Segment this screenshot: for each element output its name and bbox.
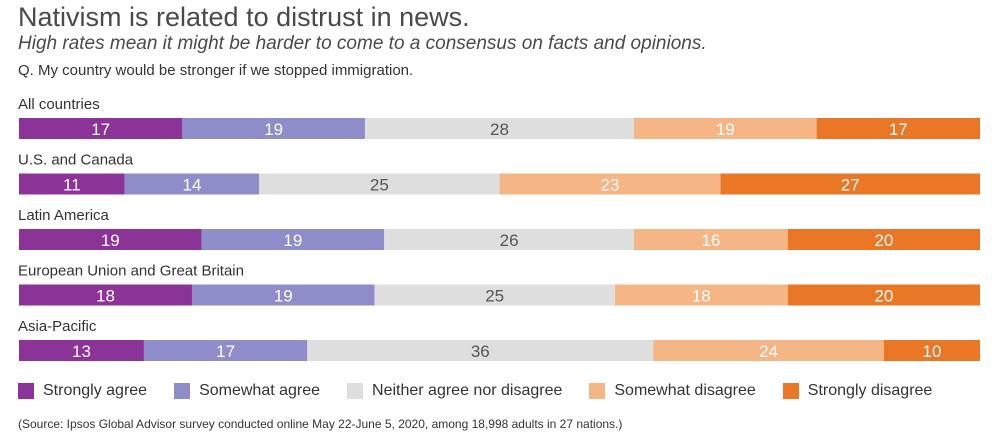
row-label-asia-pacific: Asia-Pacific bbox=[18, 318, 97, 335]
value-label: 13 bbox=[72, 342, 91, 361]
value-label: 28 bbox=[490, 120, 509, 139]
legend-item-strongly-agree: Strongly agree bbox=[18, 382, 147, 400]
bar-european-union-and-great-britain-somewhat-agree bbox=[191, 284, 375, 306]
source-note: (Source: Ipsos Global Advisor survey con… bbox=[18, 417, 623, 431]
legend-swatch bbox=[18, 383, 34, 399]
bar-u-s-and-canada-strongly-agree bbox=[19, 173, 125, 195]
bar-latin-america-strongly-disagree bbox=[787, 229, 980, 250]
bar-u-s-and-canada-strongly-disagree bbox=[720, 173, 980, 195]
value-label: 20 bbox=[874, 287, 893, 306]
value-label: 18 bbox=[96, 287, 115, 306]
value-label: 24 bbox=[759, 342, 778, 361]
chart-title: Nativism is related to distrust in news. bbox=[18, 2, 470, 32]
legend-label: Strongly disagree bbox=[807, 382, 933, 399]
legend-swatch bbox=[174, 383, 191, 399]
legend-swatch bbox=[347, 383, 364, 399]
bar-asia-pacific-somewhat-agree bbox=[143, 340, 308, 361]
survey-question: Q. My country would be stronger if we st… bbox=[18, 62, 414, 79]
value-label: 19 bbox=[264, 120, 283, 139]
chart-subtitle: High rates mean it might be harder to co… bbox=[18, 33, 707, 54]
legend-swatch bbox=[589, 383, 606, 399]
row-label-latin-america: Latin America bbox=[18, 207, 110, 224]
bar-european-union-and-great-britain-strongly-agree bbox=[19, 284, 192, 306]
legend-label: Somewhat agree bbox=[199, 382, 321, 399]
bar-all-countries-strongly-disagree bbox=[816, 118, 980, 139]
legend-item-neither: Neither agree nor disagree bbox=[347, 382, 562, 400]
value-label: 18 bbox=[692, 287, 711, 306]
bar-asia-pacific-strongly-disagree bbox=[883, 340, 980, 361]
value-label: 17 bbox=[216, 342, 235, 361]
bar-all-countries-somewhat-agree bbox=[182, 118, 365, 139]
bar-asia-pacific-strongly-agree bbox=[19, 340, 144, 361]
value-label: 36 bbox=[471, 342, 490, 361]
legend-label: Strongly agree bbox=[43, 382, 148, 399]
value-label: 25 bbox=[485, 287, 504, 306]
bar-u-s-and-canada-somewhat-agree bbox=[124, 173, 260, 195]
bar-u-s-and-canada-somewhat-disagree bbox=[499, 173, 721, 195]
value-label: 10 bbox=[922, 342, 941, 361]
legend: Strongly agree Somewhat agree Neither ag… bbox=[18, 382, 959, 400]
bar-latin-america-neither-agree-nor-disagree bbox=[384, 229, 635, 250]
legend-label: Neither agree nor disagree bbox=[372, 382, 563, 399]
bar-european-union-and-great-britain-neither-agree-nor-disagree bbox=[374, 284, 615, 306]
legend-item-somewhat-disagree: Somewhat disagree bbox=[589, 382, 756, 400]
value-label: 25 bbox=[370, 176, 389, 195]
bar-latin-america-somewhat-agree bbox=[201, 229, 385, 250]
legend-item-somewhat-agree: Somewhat agree bbox=[174, 382, 320, 400]
value-label: 26 bbox=[500, 231, 519, 250]
value-label: 23 bbox=[601, 176, 620, 195]
bar-european-union-and-great-britain-strongly-disagree bbox=[787, 284, 980, 306]
bar-latin-america-strongly-agree bbox=[19, 229, 202, 250]
value-label: 20 bbox=[874, 231, 893, 250]
legend-label: Somewhat disagree bbox=[614, 382, 756, 399]
value-label: 17 bbox=[889, 120, 908, 139]
value-label: 19 bbox=[274, 287, 293, 306]
value-label: 19 bbox=[716, 120, 735, 139]
legend-swatch bbox=[782, 383, 799, 399]
legend-item-strongly-disagree: Strongly disagree bbox=[782, 382, 933, 400]
bar-all-countries-neither-agree-nor-disagree bbox=[364, 118, 635, 139]
value-label: 11 bbox=[63, 176, 81, 195]
bar-u-s-and-canada-neither-agree-nor-disagree bbox=[259, 173, 500, 195]
bar-all-countries-strongly-agree bbox=[19, 118, 183, 139]
value-label: 27 bbox=[841, 176, 860, 195]
row-label-all-countries: All countries bbox=[18, 96, 100, 113]
value-label: 17 bbox=[91, 120, 110, 139]
row-label-u-s-and-canada: U.S. and Canada bbox=[18, 152, 134, 169]
bar-latin-america-somewhat-disagree bbox=[634, 229, 788, 250]
value-label: 16 bbox=[701, 231, 720, 250]
value-label: 14 bbox=[183, 176, 202, 195]
value-label: 19 bbox=[101, 231, 120, 250]
value-label: 19 bbox=[283, 231, 302, 250]
row-label-european-union-and-great-britain: European Union and Great Britain bbox=[18, 263, 244, 280]
bar-asia-pacific-neither-agree-nor-disagree bbox=[307, 340, 654, 361]
bar-european-union-and-great-britain-somewhat-disagree bbox=[614, 284, 788, 306]
bar-asia-pacific-somewhat-disagree bbox=[653, 340, 884, 361]
bar-all-countries-somewhat-disagree bbox=[634, 118, 817, 139]
